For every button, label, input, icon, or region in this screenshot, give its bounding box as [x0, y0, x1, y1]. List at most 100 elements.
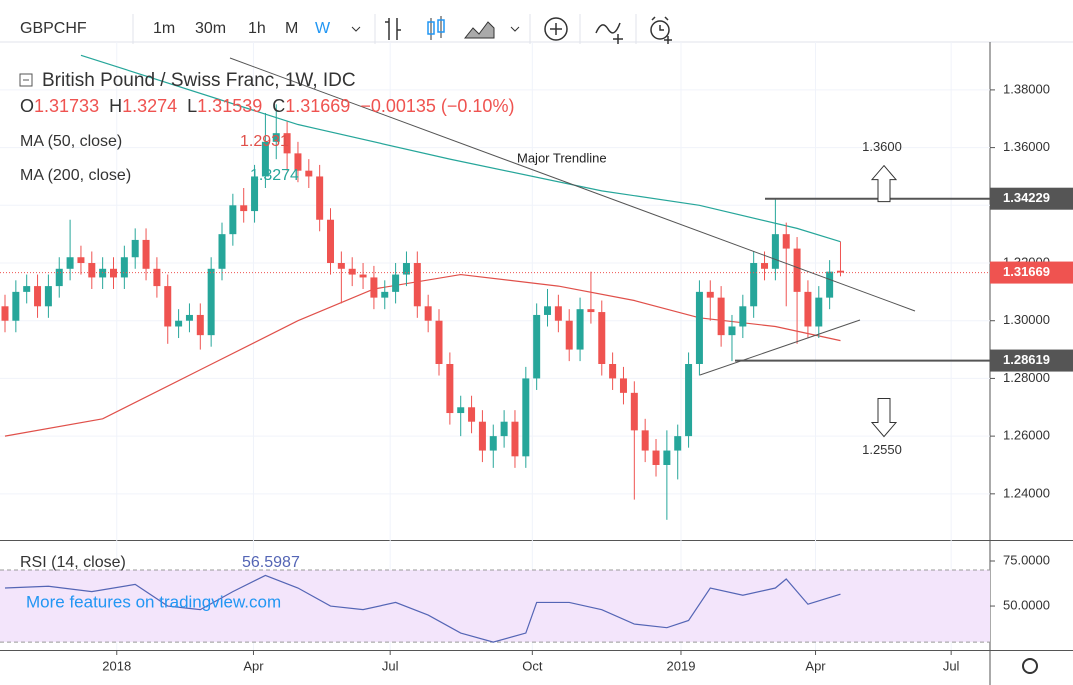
candle-body — [565, 320, 573, 350]
candle-body — [305, 170, 313, 177]
level-label: 1.28619 — [1003, 352, 1050, 367]
candle-body — [392, 274, 400, 292]
ma-legend: MA (50, close) — [20, 133, 122, 150]
candle-body — [663, 450, 671, 465]
candle-body — [695, 291, 703, 364]
watermark[interactable]: More features on tradingview.com — [26, 592, 281, 611]
candle-body — [728, 326, 736, 336]
alert-icon[interactable] — [650, 20, 670, 40]
trendline-label: Major Trendline — [517, 150, 607, 165]
candle-body — [66, 257, 74, 269]
candle-body — [44, 286, 52, 307]
candle-body — [77, 257, 85, 264]
title: British Pound / Swiss Franc, 1W, IDC — [42, 70, 356, 91]
candle-body — [457, 407, 465, 414]
candle-body — [652, 450, 660, 465]
y-tick-label: 75.0000 — [1003, 552, 1050, 567]
dropdown-icon[interactable] — [510, 26, 520, 32]
area-icon[interactable] — [463, 21, 495, 39]
y-tick-label: 50.0000 — [1003, 597, 1050, 612]
dropdown-icon[interactable] — [351, 26, 361, 32]
y-tick-label: 1.36000 — [1003, 139, 1050, 154]
candle-body — [55, 268, 63, 287]
x-tick-label: Jul — [943, 658, 960, 673]
x-tick-label: 2018 — [102, 658, 131, 673]
x-tick-label: 2019 — [667, 658, 696, 673]
candle-body — [554, 306, 562, 321]
candle-body — [120, 257, 128, 278]
candle-body — [826, 271, 834, 298]
candle-body — [446, 363, 454, 414]
compare-icon[interactable] — [550, 23, 562, 35]
target-label: 1.2550 — [862, 442, 902, 457]
candle-body — [413, 263, 421, 307]
interval[interactable]: 30m — [195, 20, 226, 37]
candle-body — [261, 141, 269, 177]
candle-body — [685, 363, 693, 437]
interval[interactable]: 1m — [153, 20, 175, 37]
candle-body — [1, 306, 9, 321]
candle-body — [34, 286, 42, 307]
candle-body — [641, 430, 649, 451]
compare-icon[interactable] — [544, 17, 568, 41]
x-tick-label: Oct — [522, 658, 543, 673]
collapse-icon[interactable] — [19, 73, 33, 87]
candle-body — [630, 392, 638, 431]
candle-body — [88, 263, 96, 278]
target-label: 1.3600 — [862, 139, 902, 154]
candle-body — [402, 263, 410, 275]
candle-body — [478, 421, 486, 451]
rsi-line — [4, 574, 841, 643]
grid — [0, 42, 995, 655]
interval[interactable]: M — [285, 20, 298, 37]
candle-body — [598, 312, 606, 364]
candle-body — [576, 309, 584, 350]
interval[interactable]: 1h — [248, 20, 266, 37]
rsi-band — [0, 570, 990, 643]
ohlc-value: 1.31669 — [285, 96, 350, 116]
candle-body — [619, 378, 627, 393]
candle-body — [489, 436, 497, 451]
candle-body — [761, 263, 769, 269]
candles-icon[interactable] — [437, 19, 445, 33]
candle-body — [229, 205, 237, 235]
candle-body — [109, 268, 117, 278]
candle-body — [771, 234, 779, 269]
candle-body — [272, 133, 280, 142]
target-arrow — [870, 164, 898, 203]
candle-body — [836, 270, 844, 273]
candle-body — [804, 291, 812, 327]
ohlc-letter: H — [109, 96, 122, 116]
candle-body — [815, 297, 823, 327]
candle-body — [609, 363, 617, 379]
candle-body — [381, 291, 389, 298]
candle-body — [196, 314, 204, 336]
candle-body — [370, 277, 378, 298]
interval-active[interactable]: W — [315, 20, 331, 37]
candles-icon[interactable] — [427, 21, 435, 35]
ohlc-value: 1.3274 — [122, 96, 177, 116]
indicators-icon[interactable] — [595, 22, 623, 44]
y-tick-label: 1.28000 — [1003, 370, 1050, 385]
bars-icon[interactable] — [385, 18, 401, 40]
ma-value: 1.2931 — [240, 133, 289, 150]
settings-icon[interactable] — [1022, 658, 1038, 674]
legend: British Pound / Swiss Franc, 1W, IDC O1.… — [19, 70, 514, 611]
rsi-legend: RSI (14, close) — [20, 554, 126, 571]
candle-body — [207, 268, 215, 336]
candle-body — [739, 306, 747, 327]
plot: 1.240001.260001.280001.300001.320001.340… — [0, 54, 1073, 673]
candle-body — [12, 291, 20, 321]
candle-body — [793, 248, 801, 292]
change: −0.00135 (−0.10%) — [360, 96, 514, 116]
alert-icon[interactable] — [651, 16, 672, 44]
level-label: 1.34229 — [1003, 190, 1050, 205]
symbol[interactable]: GBPCHF — [20, 20, 87, 37]
ohlc-value: 1.31539 — [197, 96, 262, 116]
ohlc-letter: C — [272, 96, 285, 116]
candle-body — [99, 268, 107, 278]
y-tick-label: 1.26000 — [1003, 428, 1050, 443]
candle-body — [251, 176, 259, 212]
